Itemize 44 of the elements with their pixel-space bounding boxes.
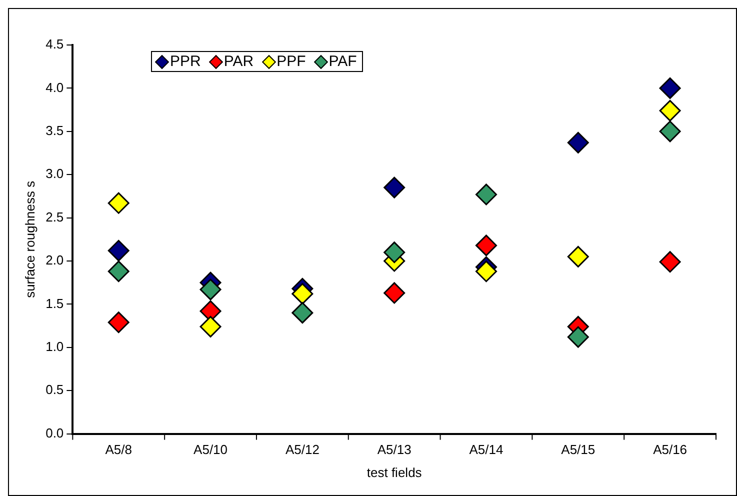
x-axis-title: test fields	[366, 464, 422, 480]
y-tick-label: 0.5	[46, 382, 64, 398]
point	[567, 326, 589, 348]
y-tick-label: 4.5	[46, 36, 64, 52]
y-tick-label: 3.0	[46, 166, 64, 182]
y-tick-label: 2.5	[46, 209, 64, 224]
y-axis-title: surface roughness s	[22, 180, 38, 298]
legend-label: PAF	[328, 53, 357, 70]
point	[200, 316, 222, 338]
point	[659, 77, 681, 99]
point	[108, 260, 130, 282]
point	[475, 260, 497, 282]
y-tick-label: 1.0	[46, 338, 64, 354]
point	[108, 192, 130, 214]
point	[292, 283, 314, 305]
point	[567, 246, 589, 268]
point	[475, 184, 497, 206]
point	[292, 302, 314, 324]
point	[659, 120, 681, 142]
legend-label: PPF	[276, 53, 306, 70]
point	[384, 242, 406, 264]
x-tick-label: A5/10	[194, 442, 228, 458]
x-tick-label: A5/12	[285, 442, 320, 458]
x-tick-label: A5/15	[561, 442, 596, 458]
y-tick-label: 2.0	[46, 252, 64, 268]
x-tick-label: A5/13	[377, 442, 412, 458]
y-tick-label: 3.5	[46, 122, 64, 138]
point	[567, 132, 589, 154]
legend-label: PPR	[170, 53, 201, 70]
x-tick-label: A5/8	[105, 442, 132, 458]
point	[475, 234, 497, 256]
x-tick-label: A5/16	[653, 442, 688, 458]
legend-label: PAR	[224, 53, 254, 70]
point	[659, 251, 681, 273]
y-tick-label: 1.5	[46, 296, 64, 311]
y-tick-label: 0.0	[46, 425, 64, 440]
x-tick-label: A5/14	[469, 442, 504, 458]
point	[384, 176, 406, 198]
point	[108, 240, 130, 262]
point	[200, 278, 222, 300]
point	[659, 100, 681, 122]
point	[384, 282, 406, 304]
point	[108, 312, 130, 334]
y-tick-label: 4.0	[46, 80, 64, 95]
